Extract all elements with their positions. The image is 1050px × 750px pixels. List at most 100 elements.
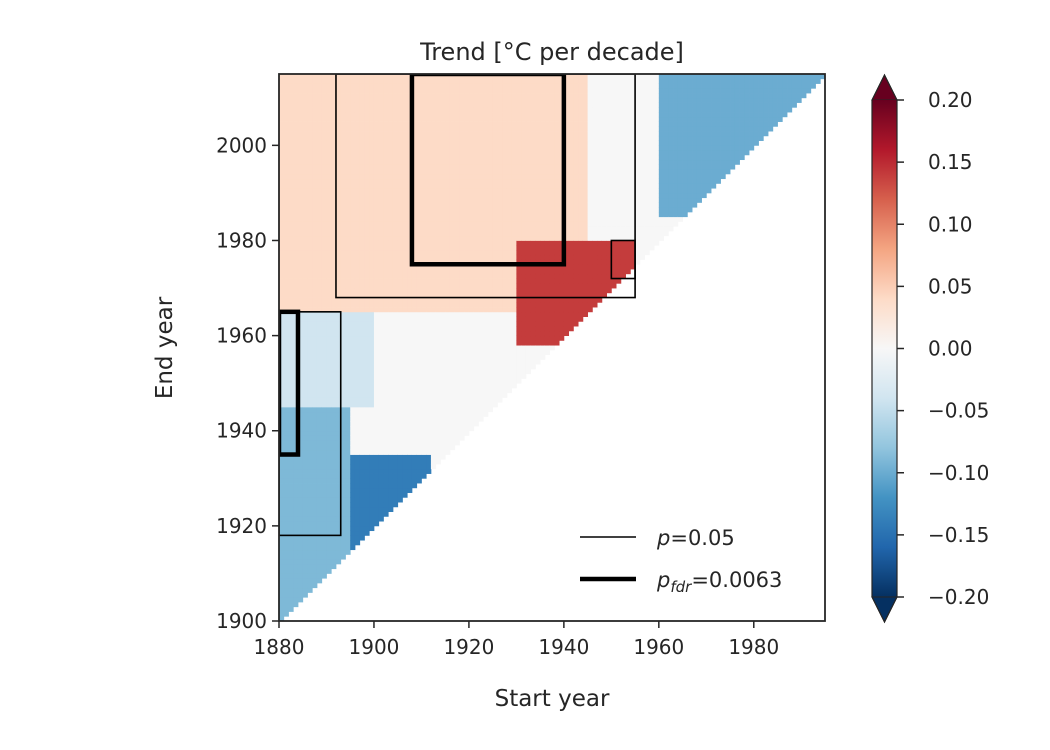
heatmap-cell — [454, 216, 460, 222]
heatmap-cell — [354, 183, 361, 189]
heatmap-cell — [478, 112, 484, 118]
heatmap-cell — [516, 368, 522, 375]
heatmap-cell — [521, 297, 527, 303]
heatmap-cell — [478, 349, 484, 356]
heatmap-cell — [369, 150, 375, 156]
heatmap-cell — [411, 245, 418, 251]
heatmap-cell — [449, 326, 456, 332]
heatmap-cell — [449, 378, 456, 384]
heatmap-cell — [297, 326, 304, 332]
heatmap-cell — [516, 97, 522, 103]
heatmap-cell — [506, 102, 513, 108]
heatmap-cell — [378, 445, 384, 451]
heatmap-cell — [430, 245, 437, 251]
heatmap-cell — [302, 288, 308, 294]
heatmap-cell — [364, 202, 370, 208]
heatmap-cell — [516, 273, 522, 279]
heatmap-cell — [540, 135, 546, 141]
heatmap-cell — [454, 307, 460, 313]
heatmap-cell — [288, 83, 294, 89]
heatmap-cell — [464, 283, 470, 289]
heatmap-cell — [521, 116, 527, 122]
heatmap-cell — [445, 349, 451, 356]
heatmap-cell — [445, 411, 451, 417]
heatmap-cell — [297, 273, 304, 279]
heatmap-cell — [369, 435, 375, 441]
heatmap-cell — [535, 126, 541, 132]
heatmap-cell — [478, 345, 484, 351]
heatmap-cell — [316, 387, 323, 394]
heatmap-cell — [459, 131, 465, 137]
heatmap-cell — [430, 273, 437, 279]
heatmap-cell — [492, 345, 498, 351]
heatmap-cell — [544, 273, 551, 279]
heatmap-cell — [302, 297, 308, 303]
heatmap-cell — [302, 544, 308, 551]
heatmap-cell — [369, 416, 375, 422]
heatmap-cell — [283, 349, 289, 356]
heatmap-cell — [426, 150, 432, 156]
heatmap-cell — [373, 78, 380, 84]
heatmap-cell — [345, 278, 351, 284]
heatmap-cell — [459, 112, 465, 118]
heatmap-cell — [297, 549, 304, 555]
heatmap-cell — [540, 335, 546, 341]
heatmap-cell — [321, 211, 327, 218]
heatmap-cell — [321, 340, 327, 346]
heatmap-cell — [321, 107, 327, 113]
heatmap-cell — [392, 492, 399, 498]
heatmap-cell — [530, 230, 536, 237]
heatmap-cell — [402, 116, 408, 122]
heatmap-cell — [449, 387, 456, 394]
heatmap-cell — [279, 487, 285, 493]
heatmap-cell — [521, 254, 527, 260]
heatmap-cell — [392, 330, 399, 337]
heatmap-cell — [492, 378, 498, 384]
heatmap-cell — [392, 116, 399, 122]
heatmap-cell — [359, 454, 365, 460]
heatmap-cell — [331, 283, 337, 289]
heatmap-cell — [454, 440, 460, 446]
heatmap-cell — [359, 321, 365, 327]
heatmap-cell — [392, 169, 399, 175]
heatmap-cell — [535, 154, 541, 161]
heatmap-cell — [497, 140, 503, 146]
heatmap-cell — [378, 330, 384, 337]
heatmap-cell — [521, 292, 527, 298]
heatmap-cell — [364, 230, 370, 237]
heatmap-cell — [430, 154, 437, 161]
heatmap-cell — [326, 468, 332, 474]
heatmap-cell — [540, 292, 546, 298]
heatmap-cell — [283, 406, 289, 413]
heatmap-cell — [430, 230, 437, 237]
heatmap-cell — [549, 330, 555, 337]
heatmap-cell — [293, 540, 299, 546]
heatmap-cell — [293, 563, 299, 570]
heatmap-cell — [411, 326, 418, 332]
heatmap-cell — [430, 145, 437, 151]
heatmap-cell — [549, 292, 555, 298]
heatmap-cell — [283, 554, 289, 560]
heatmap-cell — [388, 364, 394, 370]
heatmap-cell — [340, 307, 346, 313]
heatmap-cell — [326, 207, 332, 213]
heatmap-cell — [359, 249, 365, 256]
heatmap-cell — [521, 226, 527, 232]
heatmap-cell — [435, 345, 441, 351]
heatmap-cell — [288, 468, 294, 474]
heatmap-cell — [435, 83, 441, 89]
heatmap-cell — [312, 568, 318, 574]
heatmap-cell — [421, 269, 427, 275]
heatmap-cell — [445, 283, 451, 289]
heatmap-cell — [321, 116, 327, 122]
heatmap-cell — [279, 549, 285, 555]
heatmap-cell — [392, 435, 399, 441]
heatmap-cell — [297, 74, 304, 80]
heatmap-cell — [430, 197, 437, 203]
heatmap-cell — [402, 288, 408, 294]
heatmap-cell — [430, 112, 437, 118]
heatmap-cell — [497, 131, 503, 137]
heatmap-cell — [350, 387, 356, 394]
heatmap-cell — [416, 140, 422, 146]
heatmap-cell — [421, 131, 427, 137]
